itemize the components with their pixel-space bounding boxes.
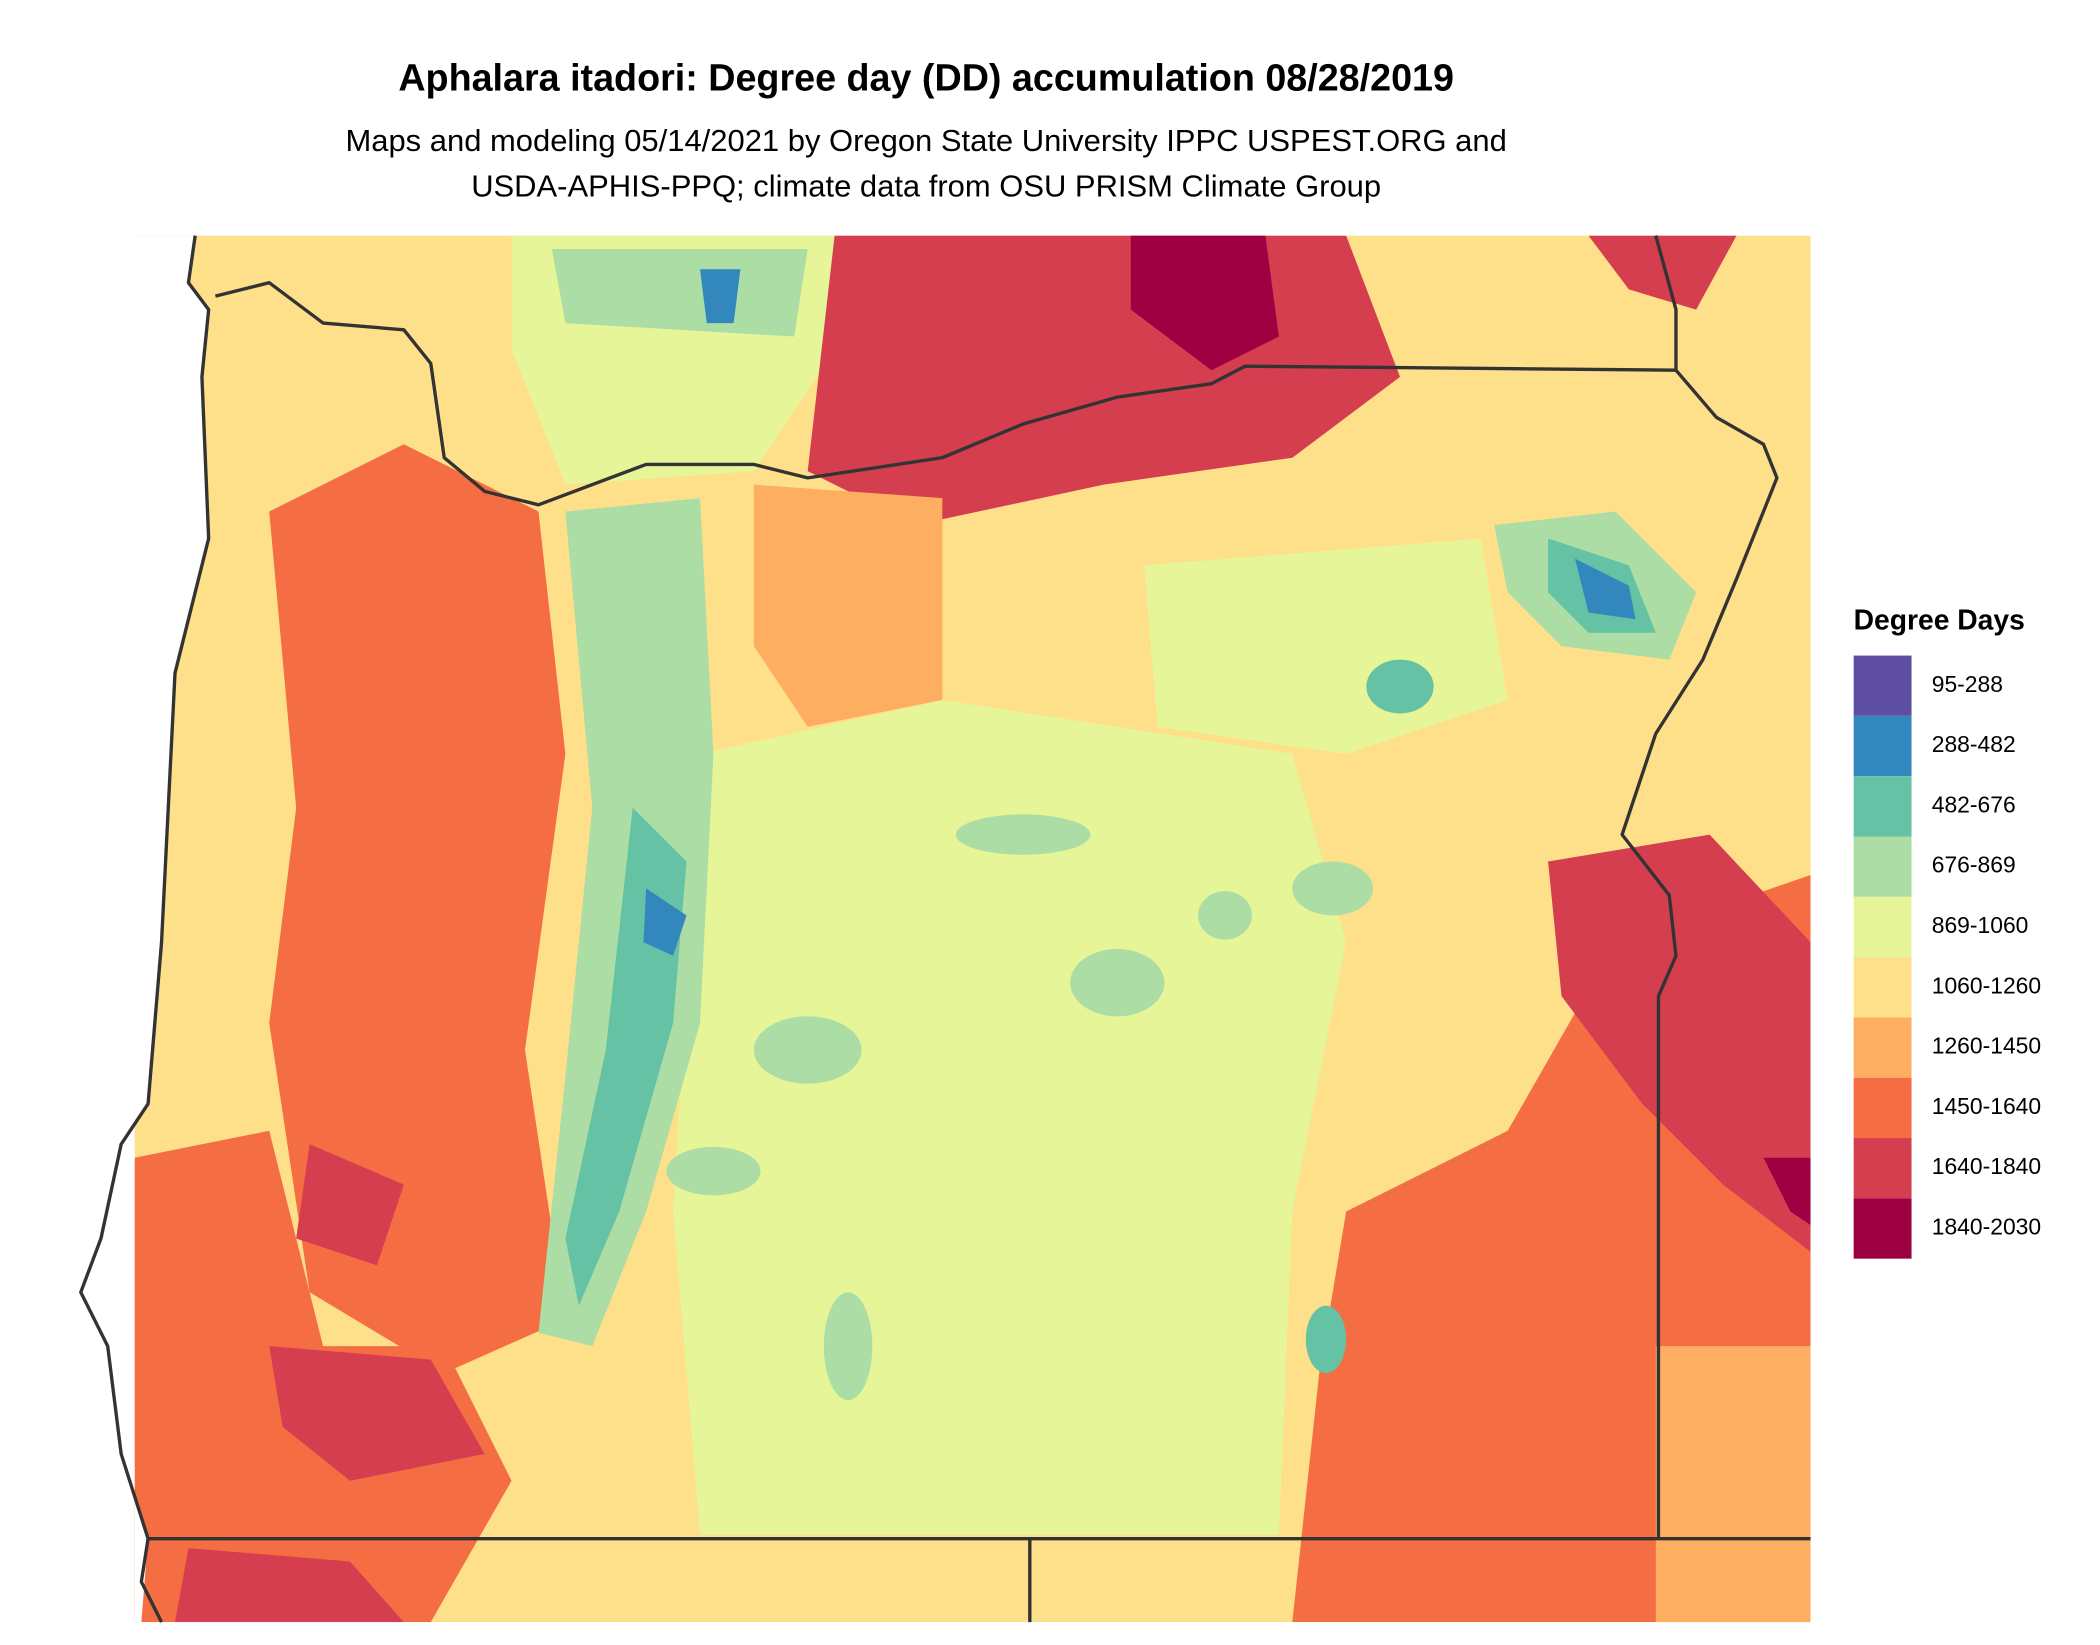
region [1292,861,1374,916]
legend-swatch [1853,1198,1912,1259]
region [269,444,566,1374]
map [79,235,1811,1623]
region [1655,1346,1811,1623]
region [1198,891,1252,940]
subtitle: Maps and modeling 05/14/2021 by Oregon S… [345,123,1506,158]
legend-label: 1640-1840 [1932,1153,2041,1179]
region [551,249,808,337]
region [1763,1157,1811,1225]
region [955,814,1091,855]
state-border [1620,235,1779,1539]
region [643,888,687,956]
legend-swatch [1853,776,1912,837]
region [296,1144,404,1266]
region [753,484,943,727]
legend-swatch [1853,655,1912,716]
region [1575,558,1636,620]
legend-label: 482-676 [1932,791,2016,817]
legend-swatch [1853,957,1912,1018]
subtitle: USDA-APHIS-PPQ; climate data from OSU PR… [471,169,1381,204]
legend-label: 1450-1640 [1932,1093,2041,1119]
region [1070,949,1165,1017]
legend-swatch [1853,1077,1912,1139]
legend-swatch [1853,1138,1912,1199]
legend-label: 869-1060 [1932,912,2029,938]
region [666,1146,761,1196]
region [823,1292,873,1400]
region [175,1548,404,1623]
region [1548,834,1811,1252]
legend-label: 288-482 [1932,731,2016,757]
region [1588,235,1737,310]
region [1130,235,1279,371]
legend: Degree Days 95-288 288-482 482-676 676-869 8… [1853,603,2041,1259]
legend-swatch [1853,896,1912,958]
legend-label: 1260-1450 [1932,1033,2041,1059]
legend-swatch [1853,715,1912,777]
region [753,1016,862,1084]
region [269,1346,485,1481]
ocean [134,235,209,1623]
region [700,269,741,324]
region [1305,1305,1347,1374]
legend-label: 95-288 [1932,671,2003,697]
region [1366,659,1434,714]
legend-label: 676-869 [1932,852,2016,878]
legend-swatch [1853,1017,1912,1078]
title: Aphalara itadori: Degree day (DD) accumu… [398,57,1454,99]
legend-title: Degree Days [1854,603,2025,635]
state-border [214,281,1676,507]
coastline [79,235,211,1623]
legend-label: 1060-1260 [1932,972,2041,998]
legend-swatch [1853,836,1912,897]
legend-label: 1840-2030 [1932,1214,2041,1240]
